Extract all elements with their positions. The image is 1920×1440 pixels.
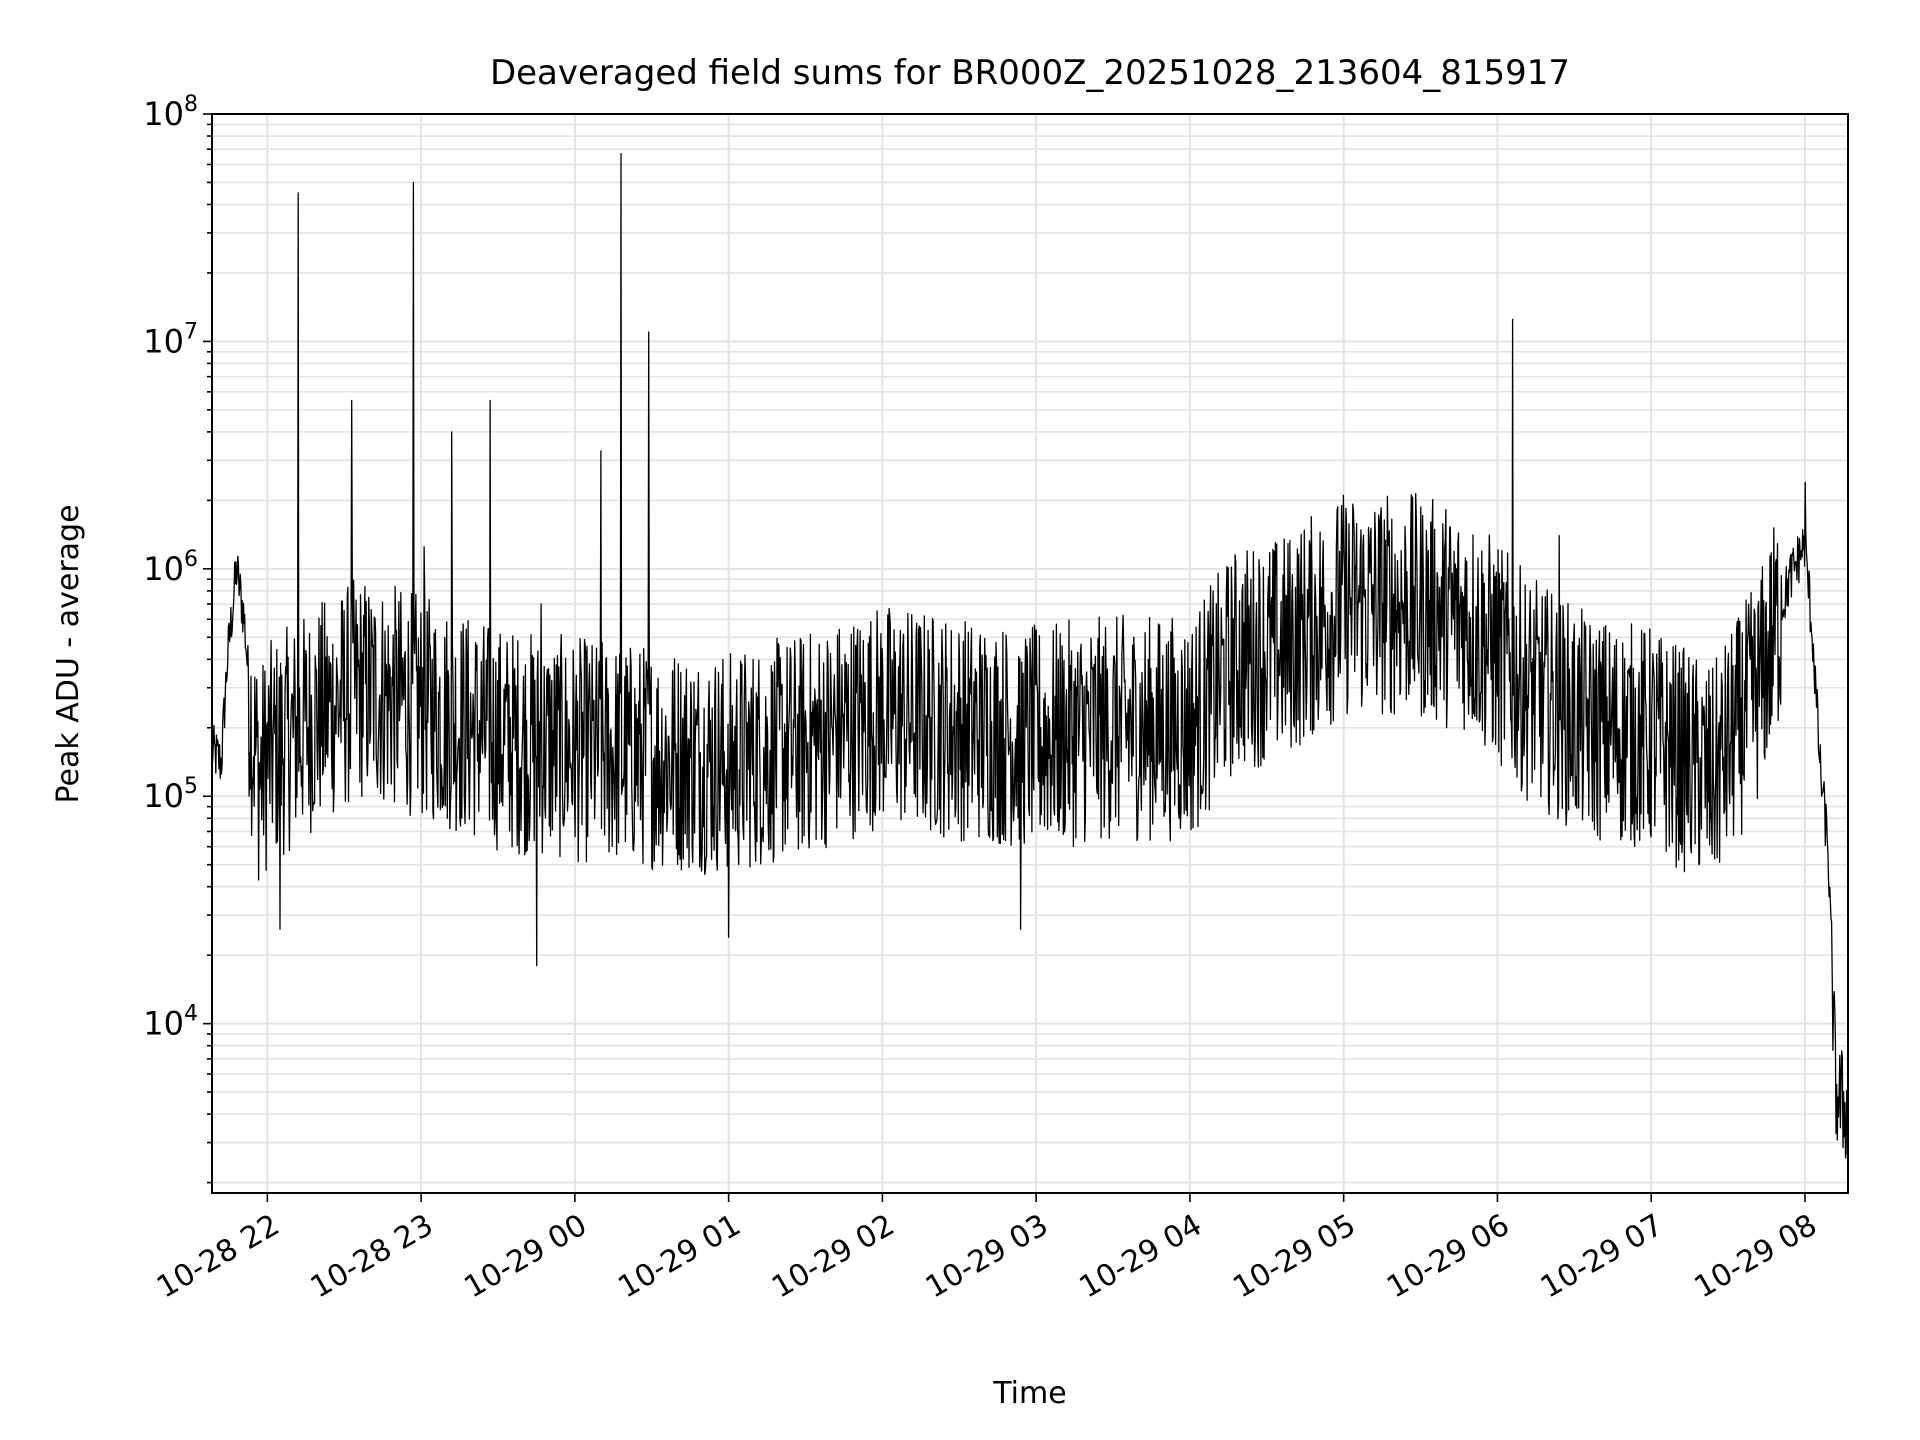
grid [212, 113, 1848, 1193]
chart-title: Deaveraged field sums for BR000Z_2025102… [490, 53, 1570, 93]
plot-frame [211, 113, 1849, 1194]
y-axis-label: Peak ADU - average [51, 504, 86, 803]
series-line [211, 152, 1849, 1159]
y-tick-label: 106 [143, 547, 198, 588]
y-tick-label: 107 [143, 319, 198, 360]
y-tick-label: 104 [143, 1002, 198, 1043]
x-axis-label: Time [992, 1376, 1066, 1411]
y-tick-label: 105 [143, 774, 198, 815]
y-tick-label: 108 [143, 92, 198, 133]
series-layer [211, 152, 1849, 1159]
